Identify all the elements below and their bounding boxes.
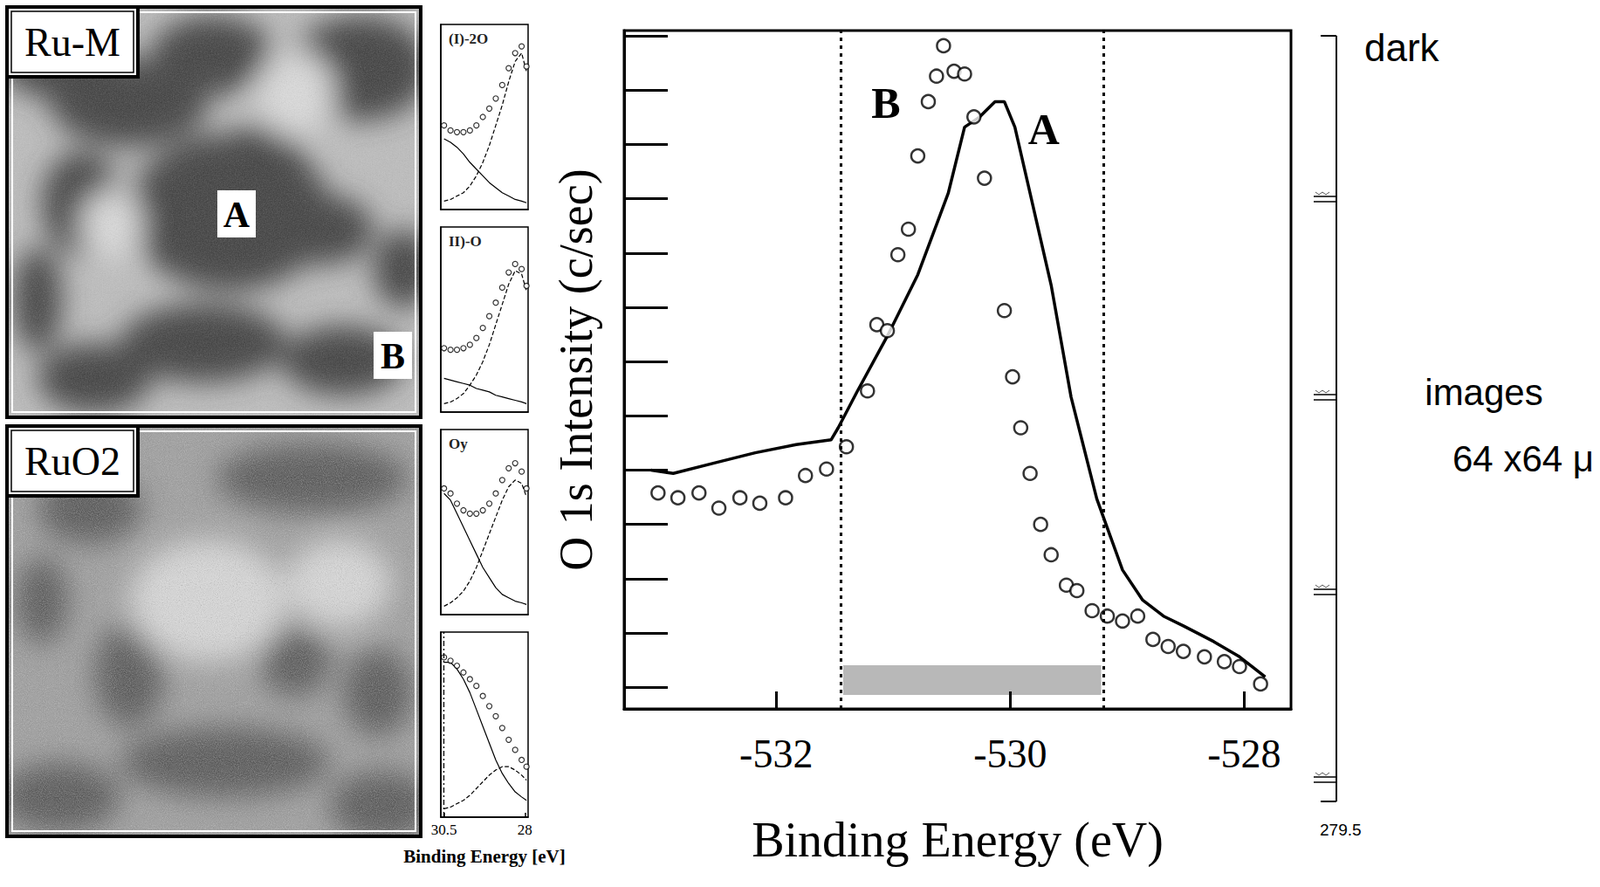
svg-text:30.5: 30.5 (431, 821, 458, 838)
svg-text:-532: -532 (739, 731, 813, 776)
svg-text:Binding Energy (eV): Binding Energy (eV) (751, 812, 1164, 868)
svg-text:28: 28 (517, 821, 533, 838)
svg-text:B: B (380, 336, 406, 377)
svg-text:(I)-2O: (I)-2O (448, 30, 488, 48)
svg-text:-528: -528 (1207, 731, 1281, 776)
svg-text:279.5: 279.5 (1319, 820, 1362, 839)
svg-text:A: A (223, 194, 251, 235)
svg-text:-530: -530 (973, 731, 1047, 776)
svg-text:RuO2: RuO2 (24, 439, 121, 484)
svg-text:Oy: Oy (448, 435, 468, 453)
svg-text:64 x64 μ: 64 x64 μ (1452, 438, 1594, 480)
svg-text:Binding Energy [eV]: Binding Energy [eV] (403, 845, 566, 867)
svg-text:O 1s Intensity (c/sec): O 1s Intensity (c/sec) (549, 168, 603, 570)
svg-text:A: A (1028, 104, 1060, 154)
svg-text:images: images (1424, 371, 1543, 413)
svg-text:dark: dark (1364, 26, 1441, 69)
svg-text:B: B (871, 78, 900, 128)
svg-text:Ru-M: Ru-M (24, 20, 121, 65)
svg-text:II)-O: II)-O (448, 233, 482, 250)
